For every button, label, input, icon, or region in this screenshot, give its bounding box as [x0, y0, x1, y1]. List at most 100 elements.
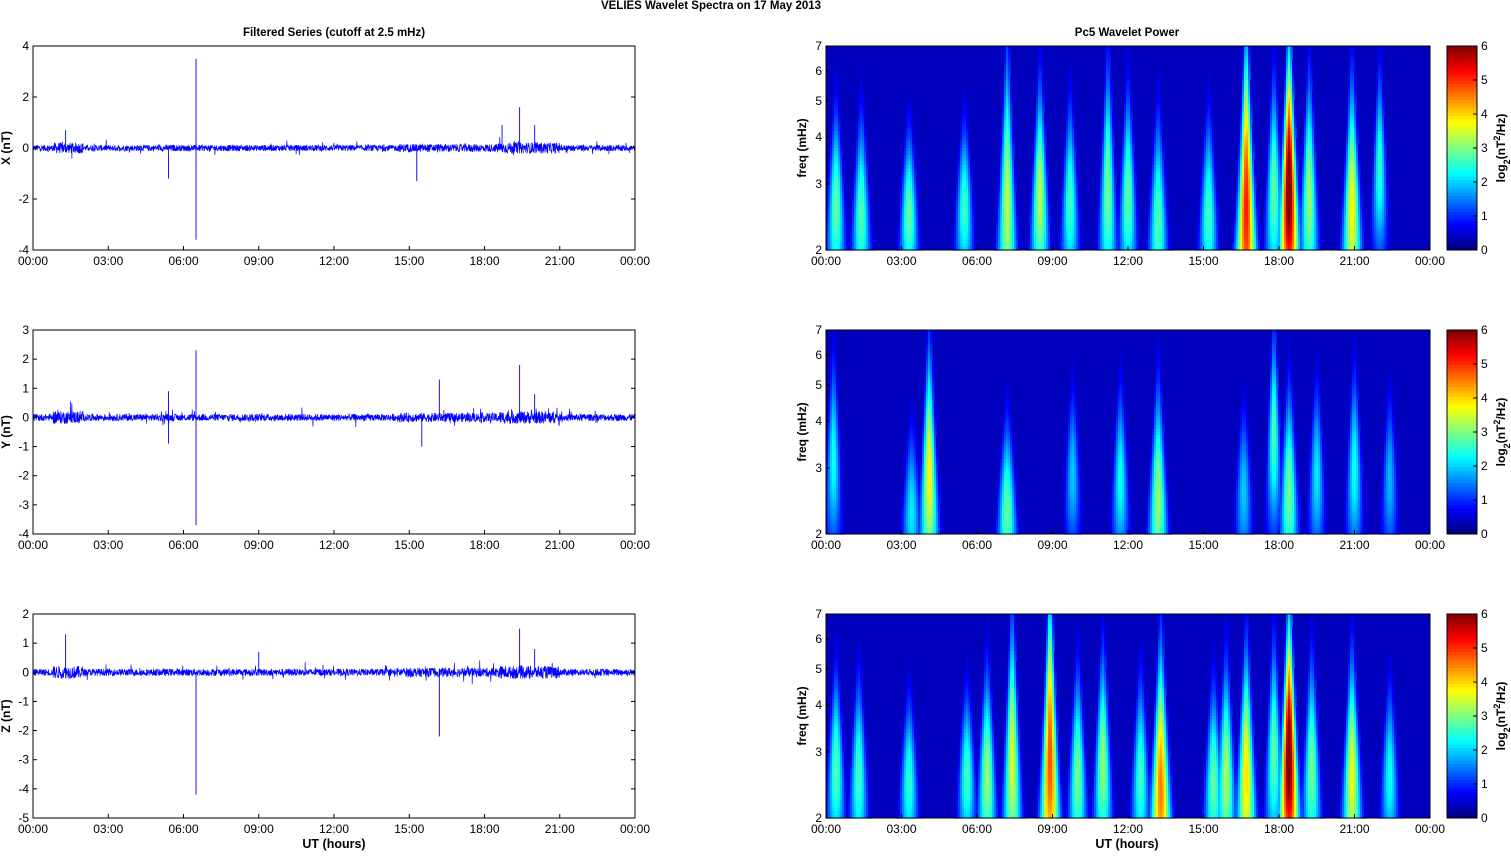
- series-1-ylabel: X (nT): [0, 131, 13, 165]
- series-3-ytick-label: 1: [22, 636, 29, 650]
- wavelet-1-cell: [846, 226, 849, 230]
- wavelet-1-cell: [1046, 168, 1049, 172]
- wavelet-1-cell: [1256, 202, 1259, 206]
- series-1-xtick-label: 06:00: [168, 254, 198, 268]
- wavelet-1-cell: [1112, 134, 1115, 138]
- wavelet-1-cell: [912, 134, 915, 138]
- wavelet-1-cell: [1114, 175, 1117, 179]
- wavelet-1-cell: [1216, 185, 1219, 189]
- wavelet-1-cell: [1168, 226, 1171, 230]
- series-3-xtick-label: 03:00: [93, 822, 123, 836]
- wavelet-1-cell: [844, 192, 847, 196]
- wavelet-1-cell: [1216, 209, 1219, 213]
- series-1-xtick-label: 09:00: [244, 254, 274, 268]
- wavelet-1-cell: [1212, 134, 1215, 138]
- wavelet-1-cell: [1074, 151, 1077, 155]
- series-3-plot-area: [33, 614, 635, 818]
- wavelet-1-cell: [914, 158, 917, 162]
- wavelet-1-cell: [1078, 185, 1081, 189]
- wavelet-1-cell: [1212, 151, 1215, 155]
- wavelet-1-cell: [866, 168, 869, 172]
- series-3-xtick-label: 00:00: [620, 822, 650, 836]
- wavelet-1-cell: [972, 209, 975, 213]
- wavelet-1-cell: [1168, 243, 1171, 247]
- wavelet-1-cell: [1166, 192, 1169, 196]
- wavelet-1-cell: [1012, 151, 1015, 155]
- wavelet-1-cell: [1138, 236, 1141, 240]
- wavelet-1-cell: [1014, 185, 1017, 189]
- wavelet-1-cell: [1076, 158, 1079, 162]
- wavelet-1-cell: [1046, 151, 1049, 155]
- wavelet-1-cell: [1018, 243, 1021, 247]
- wavelet-1-cell: [1044, 141, 1047, 145]
- wavelet-1-cell: [918, 219, 921, 223]
- wavelet-1-cell: [1046, 175, 1049, 179]
- wavelet-1-cell: [842, 175, 845, 179]
- wavelet-1-cell: [972, 202, 975, 206]
- wavelet-1-cell: [1252, 141, 1255, 145]
- wavelet-1-cell: [1112, 141, 1115, 145]
- wavelet-1-cell: [968, 134, 971, 138]
- wavelet-1-cell: [1216, 202, 1219, 206]
- series-2-xtick-label: 06:00: [168, 538, 198, 552]
- series-3-ylabel: Z (nT): [0, 699, 13, 732]
- wavelet-1-cell: [918, 202, 921, 206]
- series-3-xtick-label: 06:00: [168, 822, 198, 836]
- wavelet-1-cell: [844, 202, 847, 206]
- wavelet-1-cell: [1050, 219, 1053, 223]
- series-2-xtick-label: 15:00: [394, 538, 424, 552]
- wavelet-1-cell: [840, 134, 843, 138]
- wavelet-1-cell: [1252, 134, 1255, 138]
- series-3-panel: 210-1-2-3-4-5Z (nT): [0, 607, 635, 825]
- series-2-xtick-label: 00:00: [620, 538, 650, 552]
- wavelet-1-cell: [912, 141, 915, 145]
- left-x-label: UT (hours): [302, 837, 365, 851]
- series-2-xtick-label: 09:00: [244, 538, 274, 552]
- wavelet-1-cell: [974, 226, 977, 230]
- wavelet-1-cell: [1074, 141, 1077, 145]
- series-3-ytick-label: 0: [22, 665, 29, 679]
- series-2-ytick-label: 3: [22, 323, 29, 337]
- series-2-ytick-label: -1: [18, 440, 29, 454]
- wavelet-1-cell: [1044, 134, 1047, 138]
- wavelet-1-cell: [870, 209, 873, 213]
- wavelet-1-cell: [970, 168, 973, 172]
- series-1-ytick-label: 2: [22, 90, 29, 104]
- wavelet-1-cell: [1078, 192, 1081, 196]
- wavelet-1-cell: [1168, 219, 1171, 223]
- series-2-ytick-label: -2: [18, 469, 29, 483]
- wavelet-1-cell: [968, 151, 971, 155]
- wavelet-1-cell: [1162, 151, 1165, 155]
- wavelet-1-cell: [974, 243, 977, 247]
- wavelet-1-cell: [1138, 219, 1141, 223]
- series-1-xtick-label: 12:00: [319, 254, 349, 268]
- wavelet-1-cell: [866, 151, 869, 155]
- wavelet-1-cell: [864, 134, 867, 138]
- wavelet-1-cell: [1012, 134, 1015, 138]
- wavelet-1-cell: [972, 185, 975, 189]
- series-1-xtick-label: 18:00: [469, 254, 499, 268]
- wavelet-1-cell: [842, 168, 845, 172]
- wavelet-1-cell: [1164, 158, 1167, 162]
- series-2-ytick-label: 0: [22, 410, 29, 424]
- wavelet-1-cell: [1014, 175, 1017, 179]
- wavelet-1-cell: [1050, 236, 1053, 240]
- wavelet-1-cell: [1138, 243, 1141, 247]
- wavelet-1-cell: [974, 219, 977, 223]
- wavelet-1-cell: [870, 219, 873, 223]
- wavelet-1-cell: [920, 243, 923, 247]
- left-column-title: Filtered Series (cutoff at 2.5 mHz): [243, 27, 425, 39]
- series-1-xtick-label: 00:00: [620, 254, 650, 268]
- wavelet-1-cell: [972, 192, 975, 196]
- series-1-panel: 420-2-4X (nT): [0, 39, 635, 257]
- wavelet-1-cell: [1018, 236, 1021, 240]
- wavelet-1-cell: [1048, 185, 1051, 189]
- wavelet-1-cell: [1014, 158, 1017, 162]
- wavelet-1-cell: [1164, 185, 1167, 189]
- wavelet-1-cell: [1016, 219, 1019, 223]
- wavelet-1-cell: [1256, 209, 1259, 213]
- wavelet-1-cell: [1080, 236, 1083, 240]
